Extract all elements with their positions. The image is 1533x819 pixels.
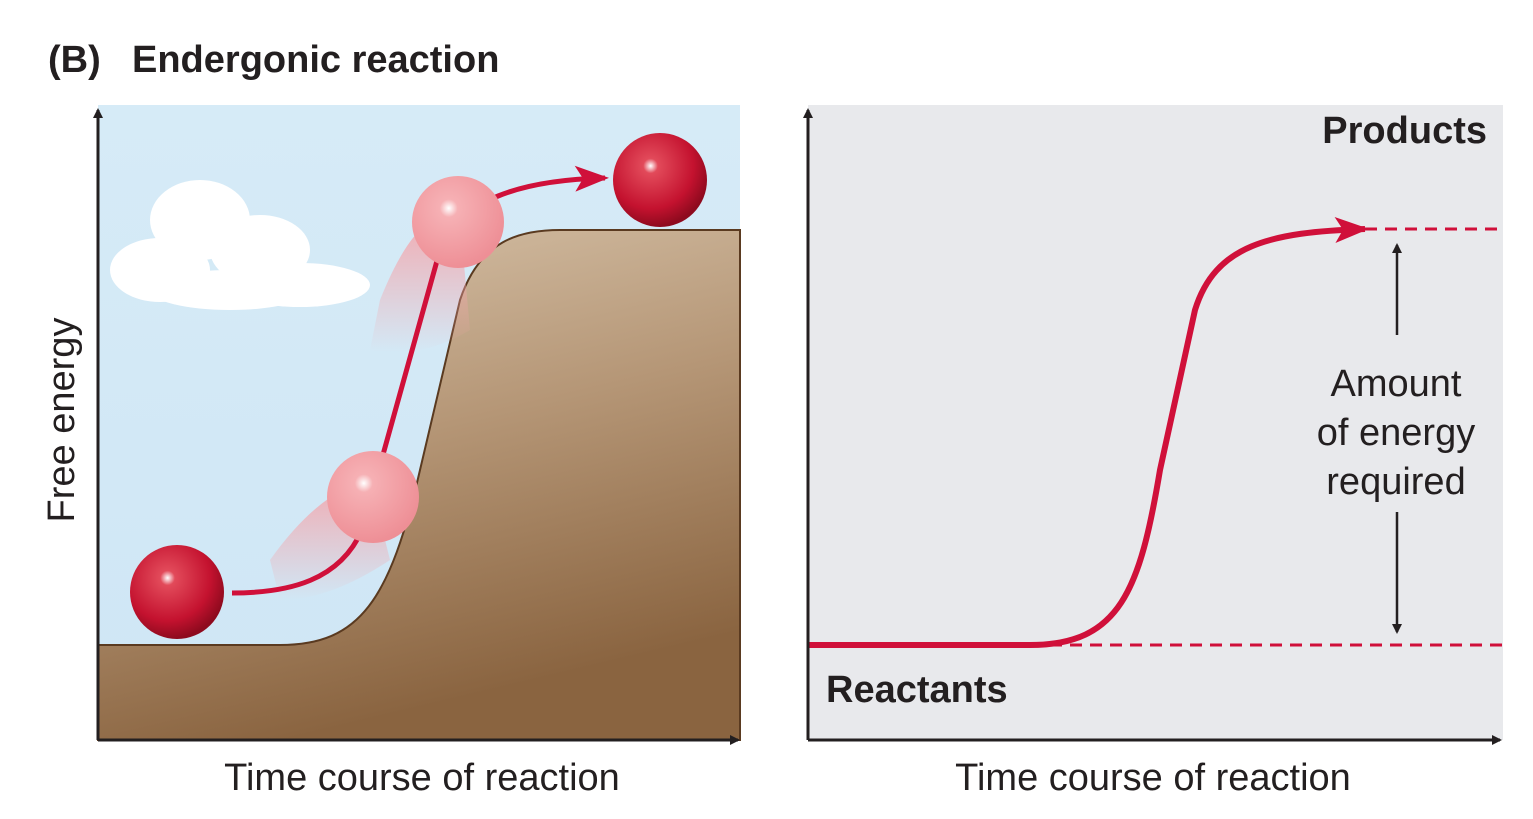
x-axis-label: Time course of reaction	[955, 757, 1351, 799]
hill	[97, 229, 741, 741]
annotation-line: required	[1326, 461, 1465, 503]
left-panel: Free energy Time course of reaction	[41, 105, 741, 799]
title: Endergonic reaction	[132, 39, 499, 81]
reactants-label: Reactants	[826, 669, 1008, 711]
cloud	[110, 180, 370, 310]
ball-ghost	[412, 176, 504, 268]
ball-ghost	[327, 451, 419, 543]
panel-bg	[808, 105, 1503, 740]
energy-curve	[808, 216, 1369, 648]
annotation-line: Amount	[1331, 363, 1462, 405]
ball	[130, 545, 224, 639]
ball	[613, 133, 707, 227]
y-axis-label: Free energy	[41, 318, 83, 523]
header: (B) Endergonic reaction	[48, 39, 499, 81]
annotation-line: of energy	[1317, 412, 1475, 454]
panel-label: (B)	[48, 39, 101, 81]
x-axis-label: Time course of reaction	[224, 757, 620, 799]
right-panel: Amount of energy required Products React…	[803, 105, 1503, 799]
products-label: Products	[1322, 110, 1487, 152]
